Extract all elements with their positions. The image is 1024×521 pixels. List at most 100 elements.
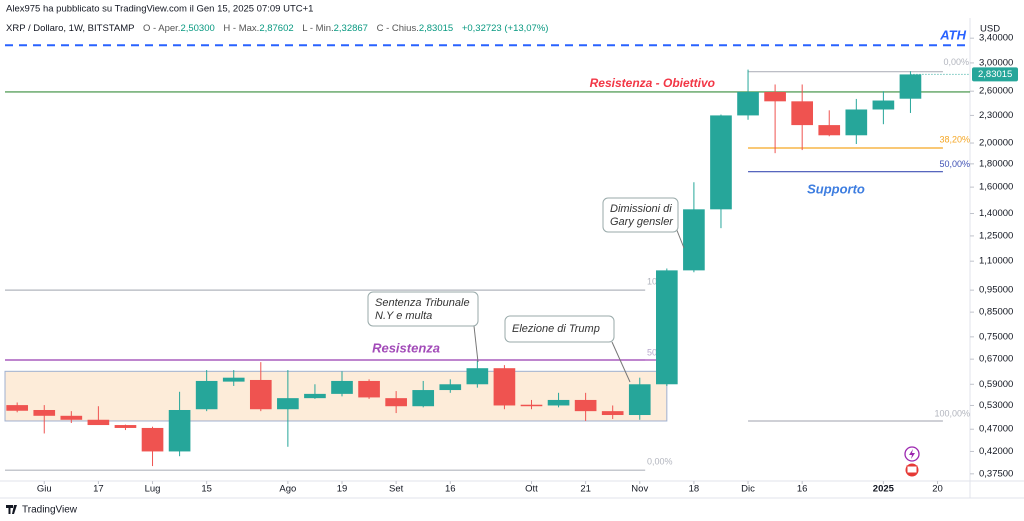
callout-pointer [675,227,685,249]
y-tick-label: 0,53000 [979,400,1013,411]
candle-body [358,380,380,398]
callout-box [602,197,679,233]
x-tick-label: 16 [445,484,456,495]
ohlc-value: 2,83015 [419,23,453,34]
y-tick-label: 1,25000 [979,230,1013,241]
level-label: 0,00% [647,457,673,467]
y-tick-label: 0,47000 [979,424,1013,435]
y-unit: USD [980,24,1000,35]
callout: Dimissioni di Gary gensler [602,197,685,249]
level-label: 50 [647,347,657,357]
brand: TradingView [22,505,78,516]
level-label: Resistenza - Obiettivo [590,76,715,90]
candle-body [114,425,137,428]
y-tick-label: 1,80000 [979,158,1013,169]
last-price-label: 2,83015 [978,69,1012,80]
x-tick-label: 21 [580,484,591,495]
last-price-box [972,67,1018,82]
candle-body [195,380,218,410]
candle-body [764,91,786,102]
ohlc-label: L - Min. [302,23,333,34]
y-tick-label: 1,10000 [979,256,1013,267]
candle-body [818,125,841,136]
candle-body [547,399,570,406]
candle-body [845,109,868,136]
event-icon [909,449,915,459]
callout-text: Gary gensler [610,216,674,228]
candle-body [520,404,543,407]
candle-body [656,270,678,385]
candle-body [277,398,299,410]
x-tick-label: Ago [279,484,296,495]
y-tick-label: 0,75000 [979,331,1013,342]
y-tick-label: 0,42000 [979,446,1013,457]
plot: ATH Resistenza - Obiettivo 50 Resistenza 0,0… [4,28,970,471]
ohlc-value: 2,87602 [259,23,293,34]
x-tick-label: 18 [689,484,700,495]
candle-body [574,399,597,412]
x-tick-label: Ott [525,484,538,495]
y-tick-label: 0,37500 [979,468,1013,479]
change: +0,32723 (+13,07%) [462,23,549,34]
level-label: Resistenza [372,340,440,355]
support-label: Supporto [807,181,865,196]
y-tick-label: 2,00000 [979,138,1013,149]
x-tick-label: Lug [145,484,161,495]
x-tick-label: Nov [631,484,648,495]
brand-logo [6,505,17,514]
y-tick-label: 1,40000 [979,208,1013,219]
callout-text: Sentenza Tribunale [375,297,470,309]
ohlc-label: O - Aper. [143,23,181,34]
callout-text: Elezione di Trump [512,323,600,335]
level-label: 38,20% [939,134,970,144]
range-zone [4,370,668,422]
level-label: 0,00% [943,57,969,67]
candle-body [304,393,326,399]
callout: Elezione di Trump [504,315,631,383]
candle-body [141,427,164,452]
published: Alex975 ha pubblicato su TradingView.com… [6,4,313,15]
candle-body [249,379,272,410]
candle-body [710,115,732,210]
x-tick-label: 20 [932,484,943,495]
y-tick-label: 0,85000 [979,307,1013,318]
candle-body [87,419,110,426]
y-tick-label: 2,60000 [979,86,1013,97]
y-tick-label: 3,00000 [979,57,1013,68]
y-tick-label: 1,60000 [979,182,1013,193]
x-tick-label: Giu [37,484,52,495]
x-tick-label: 15 [201,484,212,495]
candle-body [872,100,895,110]
y-tick-label: 2,30000 [979,110,1013,121]
y-tick-label: 0,95000 [979,285,1013,296]
candle-body [6,405,29,411]
ohlc-label: C - Chius. [377,23,419,34]
candle-body [412,390,435,407]
candle-body [628,384,651,416]
callout-pointer [611,341,631,383]
callout-text: N.Y e multa [375,310,432,322]
candle-body [899,74,922,99]
y-tick-label: 0,67000 [979,354,1013,365]
y-tick-label: 0,59000 [979,379,1013,390]
callout-text: Dimissioni di [610,203,672,215]
ohlc-value: 2,50300 [180,23,214,34]
legend: XRP / Dollaro, 1W, BITSTAMP O - Aper.2,5… [6,23,548,34]
candle-body [791,101,814,126]
level-label: 50,00% [939,159,970,169]
x-tick-label: 19 [337,484,348,495]
y-tick-label: 3,40000 [979,33,1013,44]
candle-body [222,377,245,382]
candle-body [168,409,191,452]
symbol: XRP / Dollaro, 1W, BITSTAMP [6,23,134,34]
candle-body [601,411,624,416]
candle-body [60,415,83,420]
candle-body [737,91,759,116]
level-label: 100,00% [934,408,970,418]
callout-box [367,291,479,327]
ohlc-value: 2,32867 [334,23,368,34]
ohlc-label: H - Max. [223,23,259,34]
x-tick-label: 17 [93,484,104,495]
